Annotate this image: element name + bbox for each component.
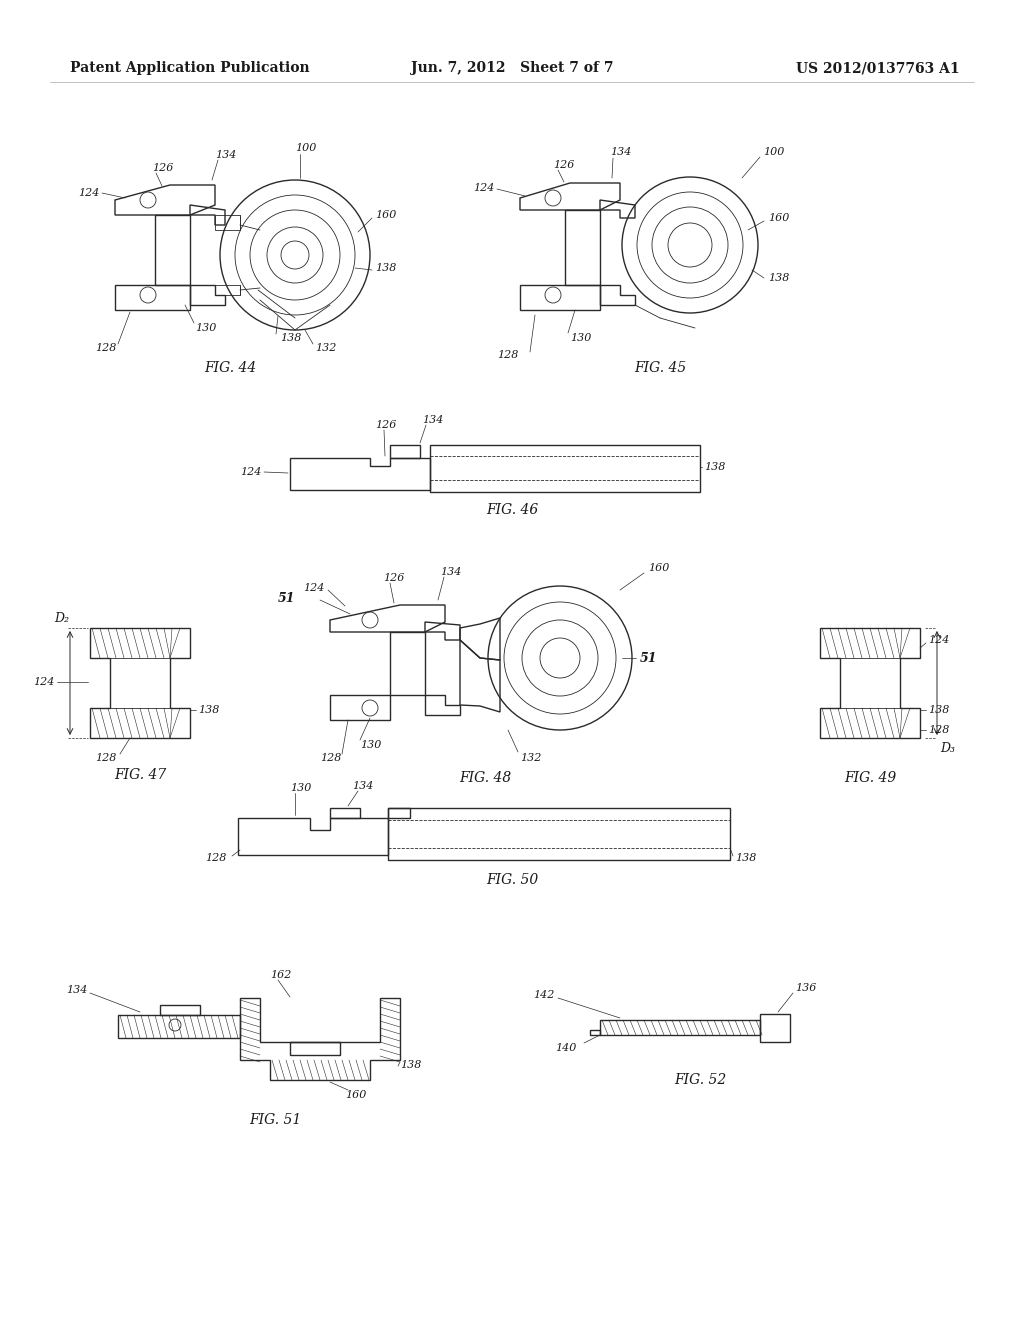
Text: FIG. 44: FIG. 44 [204,360,256,375]
Text: 134: 134 [352,781,374,791]
Text: 126: 126 [383,573,404,583]
Text: 126: 126 [553,160,574,170]
Text: Patent Application Publication: Patent Application Publication [70,61,309,75]
Text: 100: 100 [763,147,784,157]
Text: 124: 124 [241,467,262,477]
Text: 130: 130 [195,323,216,333]
Text: 124: 124 [928,635,949,645]
Text: 134: 134 [422,414,443,425]
Text: 124: 124 [474,183,495,193]
Text: 138: 138 [280,333,301,343]
Text: US 2012/0137763 A1: US 2012/0137763 A1 [797,61,961,75]
Text: 134: 134 [67,985,88,995]
Text: 126: 126 [375,420,396,430]
Text: 128: 128 [928,725,949,735]
Text: 51: 51 [278,591,295,605]
Text: 124: 124 [79,187,100,198]
Text: 134: 134 [215,150,237,160]
Text: 138: 138 [705,462,725,473]
Text: 130: 130 [360,741,381,750]
Text: 124: 124 [304,583,325,593]
Text: 162: 162 [270,970,292,979]
Text: 128: 128 [205,853,226,863]
Text: FIG. 52: FIG. 52 [674,1073,726,1086]
Text: 130: 130 [570,333,592,343]
Text: 138: 138 [768,273,790,282]
Text: 128: 128 [497,350,518,360]
Text: Jun. 7, 2012   Sheet 7 of 7: Jun. 7, 2012 Sheet 7 of 7 [411,61,613,75]
Text: 132: 132 [520,752,542,763]
Text: FIG. 47: FIG. 47 [114,768,166,781]
Text: 138: 138 [735,853,757,863]
Text: 124: 124 [34,677,55,686]
Text: 126: 126 [152,162,173,173]
Text: 138: 138 [375,263,396,273]
Text: 160: 160 [768,213,790,223]
Text: 100: 100 [295,143,316,153]
Text: 128: 128 [95,343,117,352]
Text: 138: 138 [198,705,219,715]
Text: 136: 136 [795,983,816,993]
Text: D₂: D₂ [54,611,70,624]
Text: 132: 132 [315,343,336,352]
Text: 160: 160 [375,210,396,220]
Text: 138: 138 [400,1060,421,1071]
Text: D₃: D₃ [940,742,955,755]
Text: FIG. 48: FIG. 48 [459,771,511,785]
Text: FIG. 49: FIG. 49 [844,771,896,785]
Text: FIG. 51: FIG. 51 [249,1113,301,1127]
Text: 51: 51 [640,652,657,664]
Text: 130: 130 [290,783,311,793]
Text: 134: 134 [440,568,462,577]
Text: 138: 138 [928,705,949,715]
Text: 160: 160 [648,564,670,573]
Text: FIG. 46: FIG. 46 [485,503,539,517]
Text: 128: 128 [95,752,117,763]
Text: 140: 140 [555,1043,577,1053]
Text: 142: 142 [534,990,555,1001]
Text: 160: 160 [345,1090,367,1100]
Text: FIG. 50: FIG. 50 [485,873,539,887]
Text: 134: 134 [610,147,632,157]
Text: FIG. 45: FIG. 45 [634,360,686,375]
Text: 128: 128 [319,752,341,763]
